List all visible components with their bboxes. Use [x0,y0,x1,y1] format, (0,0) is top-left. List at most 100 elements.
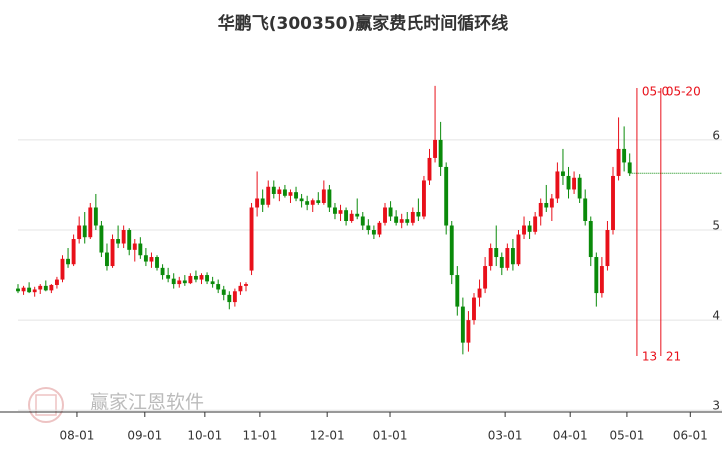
candle-body [149,257,154,262]
candle-body [460,306,465,343]
candle-body [388,207,393,217]
candle-body [38,285,43,290]
chart-title: 华鹏飞(300350)赢家费氏时间循环线 [218,13,509,34]
candle-body [477,288,482,298]
candle-body [188,275,193,284]
candle-body [43,285,48,291]
candle-body [121,230,126,244]
candle-body [143,255,148,262]
candle-body [611,175,615,231]
candle-body [277,189,282,194]
candle-body [421,180,426,217]
candle-body [488,248,493,267]
candle-body [160,267,165,276]
candle-body [533,216,538,232]
candle-body [399,219,404,223]
candle-body [333,207,337,214]
cycle-date: 05-0 [642,85,669,99]
candle-body [255,198,260,208]
cycle-date: 05-20 [666,85,701,99]
candle-body [410,211,415,223]
candle-body [171,278,176,285]
candle-body [88,207,93,238]
candle-body [127,230,132,250]
candle-body [599,266,604,294]
y-tick-label: 6 [712,128,720,142]
candle-body [110,239,115,267]
candle-body [93,207,98,226]
candle-body [249,207,254,271]
x-tick-label: 05-01 [609,429,644,443]
candle-body [205,275,210,282]
candle-body [227,294,232,303]
candle-body [449,225,454,276]
candle-body [444,166,449,226]
candle-body [549,198,554,208]
candle-body [349,213,354,221]
candle-body [288,192,293,196]
candle-body [544,202,549,208]
candle-body [316,200,321,203]
candle-body [505,248,510,268]
candle-body [238,285,243,292]
candle-body [522,225,526,235]
candle-body [472,297,476,321]
candle-body [49,284,54,291]
y-tick-label: 4 [712,309,720,323]
x-tick-label: 11-01 [242,429,277,443]
candle-body [182,280,187,284]
candle-body [105,252,109,267]
candle-body [510,248,515,265]
candle-body [605,230,610,267]
x-tick-label: 04-01 [553,429,588,443]
candle-body [244,284,248,286]
candle-body [622,148,627,163]
candle-body [138,243,143,256]
candle-body [555,171,560,199]
candle-body [455,275,460,307]
x-tick-label: 12-01 [310,429,345,443]
candle-body [132,243,137,250]
candle-body [483,266,488,289]
candle-body [394,216,399,223]
candle-body [282,189,287,196]
candle-body [260,198,265,205]
candle-body [60,258,65,280]
candle-body [516,234,521,265]
x-tick-label: 08-01 [60,429,95,443]
candle-body [616,148,621,176]
candle-body [299,198,304,202]
candle-body [338,210,343,214]
candle-body [538,202,543,217]
x-tick-label: 06-01 [673,429,708,443]
candle-body [99,225,104,253]
candle-body [371,230,376,235]
candle-body [271,186,276,194]
candle-body [405,219,410,223]
candle-body [377,222,382,235]
candle-body [266,186,271,205]
candle-body [427,157,432,181]
x-tick-label: 01-01 [373,429,408,443]
candle-body [327,189,332,208]
candle-body [232,291,237,303]
y-tick-label: 5 [712,219,720,233]
candle-body [71,239,76,265]
candle-body [16,288,20,292]
candle-body [199,275,204,280]
candle-body [305,201,310,205]
candle-body [360,216,365,226]
candle-body [355,213,360,217]
candle-body [572,177,577,190]
candle-body [594,257,599,294]
candle-body [566,175,571,190]
candle-body [383,207,387,223]
candle-body [527,225,532,232]
candle-body [366,225,371,231]
candle-body [466,320,471,343]
candle-body [433,139,438,158]
candle-body [583,198,588,221]
candle-body [77,225,82,240]
candle-body [210,281,215,285]
